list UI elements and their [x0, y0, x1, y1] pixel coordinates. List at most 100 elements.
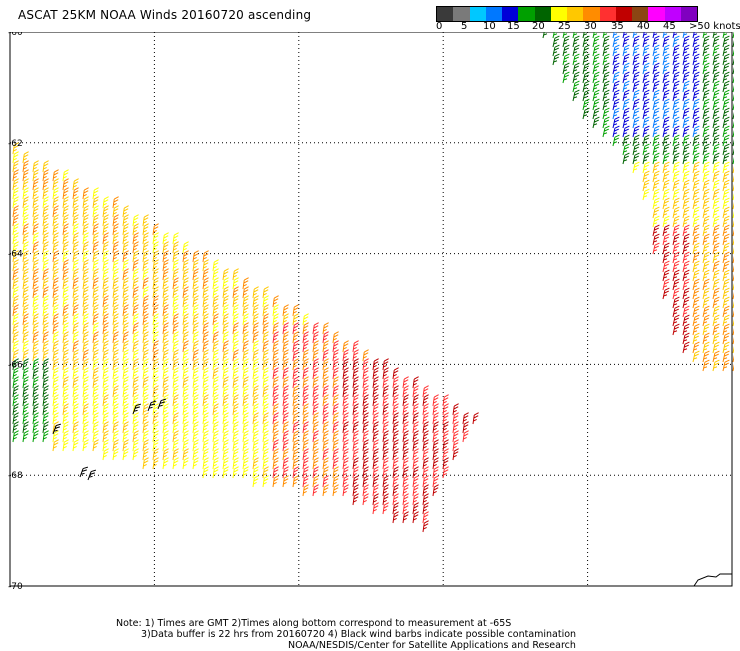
wind-barb: [162, 349, 169, 362]
wind-barb: [212, 340, 219, 353]
wind-barb: [722, 260, 730, 273]
wind-barb: [142, 232, 149, 245]
wind-barb: [112, 331, 119, 344]
wind-barb: [152, 457, 159, 470]
wind-barb: [12, 214, 19, 227]
wind-barb: [712, 62, 720, 75]
wind-barb: [352, 358, 359, 371]
wind-barb: [622, 116, 630, 129]
wind-barb: [42, 322, 49, 335]
colorbar-swatch: [469, 7, 486, 21]
wind-barb: [72, 322, 79, 335]
wind-barb: [182, 403, 189, 416]
wind-barb: [212, 358, 219, 371]
wind-barb: [92, 403, 99, 416]
wind-barb: [32, 160, 39, 173]
wind-barb: [702, 62, 710, 75]
wind-barb: [202, 457, 209, 470]
wind-barb: [622, 32, 630, 39]
wind-barb: [382, 367, 389, 380]
wind-barb: [242, 331, 249, 344]
wind-barb: [402, 412, 409, 425]
wind-barb: [242, 439, 249, 452]
wind-barb: [362, 412, 369, 425]
wind-barb: [282, 394, 289, 407]
wind-barb: [732, 251, 734, 264]
wind-barb: [322, 484, 329, 497]
wind-barb: [32, 340, 39, 353]
wind-barb: [722, 341, 730, 354]
wind-barb: [702, 287, 710, 300]
wind-barb: [622, 143, 630, 156]
wind-barb: [42, 250, 49, 263]
wind-barb: [282, 457, 289, 470]
wind-barb: [702, 242, 710, 255]
wind-barb: [712, 332, 720, 345]
wind-barb: [732, 359, 734, 372]
wind-barb: [12, 367, 19, 380]
wind-barb: [282, 448, 289, 461]
wind-barb: [702, 89, 710, 102]
wind-barb: [122, 286, 129, 299]
wind-barb: [272, 448, 279, 461]
wind-barb: [722, 89, 730, 102]
wind-barb: [692, 35, 700, 48]
wind-barb: [712, 44, 720, 57]
wind-barb: [252, 367, 259, 380]
wind-barb: [102, 421, 109, 434]
wind-barb: [722, 224, 730, 237]
wind-barb: [222, 457, 229, 470]
wind-barb: [22, 205, 29, 218]
wind-barb: [662, 125, 670, 138]
wind-barb: [662, 107, 670, 120]
wind-barb: [282, 367, 289, 380]
wind-barb: [112, 268, 119, 281]
wind-barb: [392, 466, 399, 479]
wind-barb: [122, 268, 129, 281]
wind-barb: [562, 53, 570, 66]
wind-barb: [312, 484, 319, 497]
wind-barb: [702, 71, 710, 84]
wind-barb: [12, 250, 19, 263]
wind-barb: [452, 448, 459, 461]
wind-barb: [712, 32, 720, 39]
wind-barb: [232, 277, 239, 290]
wind-barb: [42, 331, 49, 344]
wind-barb: [112, 277, 119, 290]
wind-barb: [72, 340, 79, 353]
wind-barb: [22, 421, 29, 434]
wind-barb: [712, 35, 720, 48]
wind-barb: [62, 349, 69, 362]
wind-barb: [702, 215, 710, 228]
wind-barb: [82, 205, 89, 218]
wind-barb: [122, 259, 129, 272]
wind-barb: [642, 152, 650, 165]
wind-barb: [312, 358, 319, 371]
wind-barb: [152, 241, 159, 254]
wind-barb: [172, 340, 179, 353]
wind-barb: [122, 367, 129, 380]
wind-barb: [292, 340, 299, 353]
wind-barb: [732, 188, 734, 201]
wind-barb: [402, 511, 409, 524]
wind-barb: [132, 232, 139, 245]
wind-barb: [322, 475, 329, 488]
wind-barb: [302, 322, 309, 335]
wind-barb: [132, 349, 139, 362]
wind-barb: [72, 412, 79, 425]
wind-barb: [232, 331, 239, 344]
wind-barb: [52, 295, 59, 308]
wind-barb: [372, 430, 379, 443]
wind-barb: [122, 241, 129, 254]
wind-barb: [272, 439, 279, 452]
wind-barb: [102, 358, 109, 371]
wind-barb: [542, 32, 550, 39]
wind-barb: [242, 313, 249, 326]
wind-barb: [102, 196, 109, 209]
wind-barb: [132, 214, 139, 227]
wind-barb: [612, 62, 620, 75]
wind-barb: [202, 304, 209, 317]
wind-barb: [352, 403, 359, 416]
wind-barb: [222, 448, 229, 461]
wind-barb: [162, 376, 169, 389]
